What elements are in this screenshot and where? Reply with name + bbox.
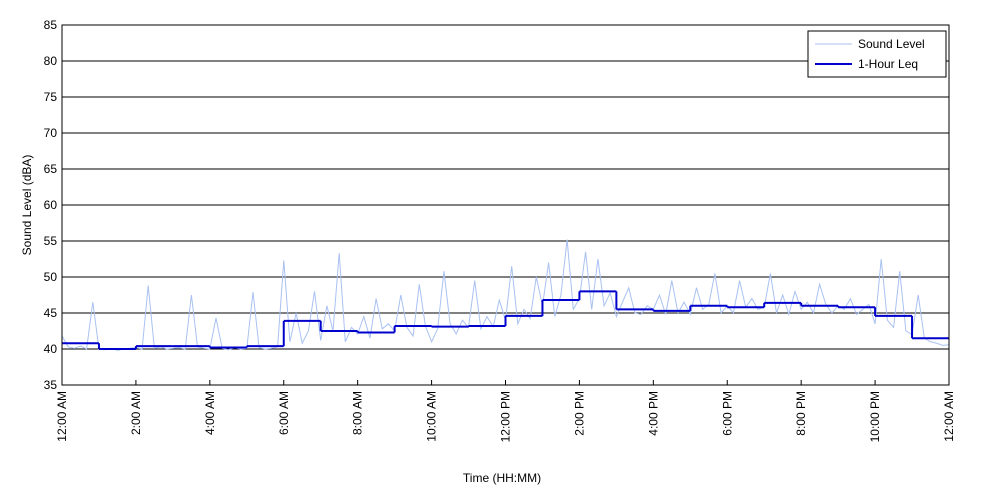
x-tick-label: 4:00 PM: [646, 391, 660, 436]
y-tick-label: 60: [44, 198, 58, 212]
x-tick-label: 12:00 AM: [55, 391, 69, 442]
plot-frame: [61, 24, 950, 386]
y-tick-label: 45: [44, 306, 58, 320]
y-tick-label: 55: [44, 234, 58, 248]
legend-box: [807, 30, 947, 78]
y-tick-label: 35: [44, 378, 58, 392]
x-tick-label: 6:00 PM: [720, 391, 734, 436]
y-tick-label: 70: [44, 126, 58, 140]
x-tick-label: 12:00 AM: [942, 391, 956, 442]
x-tick-label: 4:00 AM: [203, 391, 217, 435]
y-tick-label: 65: [44, 162, 58, 176]
x-tick-label: 10:00 AM: [425, 391, 439, 442]
x-tick-label: 2:00 PM: [572, 391, 586, 436]
x-tick-label: 6:00 AM: [277, 391, 291, 435]
y-tick-label: 40: [44, 342, 58, 356]
x-tick-label: 8:00 PM: [794, 391, 808, 436]
x-tick-label: 8:00 AM: [351, 391, 365, 435]
x-tick-label: 2:00 AM: [129, 391, 143, 435]
y-tick-label: 80: [44, 54, 58, 68]
y-tick-label: 50: [44, 270, 58, 284]
legend: Sound Level 1-Hour Leq: [807, 30, 947, 78]
x-tick-label: 12:00 PM: [499, 391, 513, 442]
legend-label: Sound Level: [858, 37, 925, 51]
y-axis-label: Sound Level (dBA): [20, 155, 34, 256]
x-tick-label: 10:00 PM: [868, 391, 882, 442]
legend-label: 1-Hour Leq: [858, 57, 918, 71]
y-tick-label: 75: [44, 90, 58, 104]
x-axis-label: Time (HH:MM): [463, 471, 541, 485]
y-tick-label: 85: [44, 18, 58, 32]
